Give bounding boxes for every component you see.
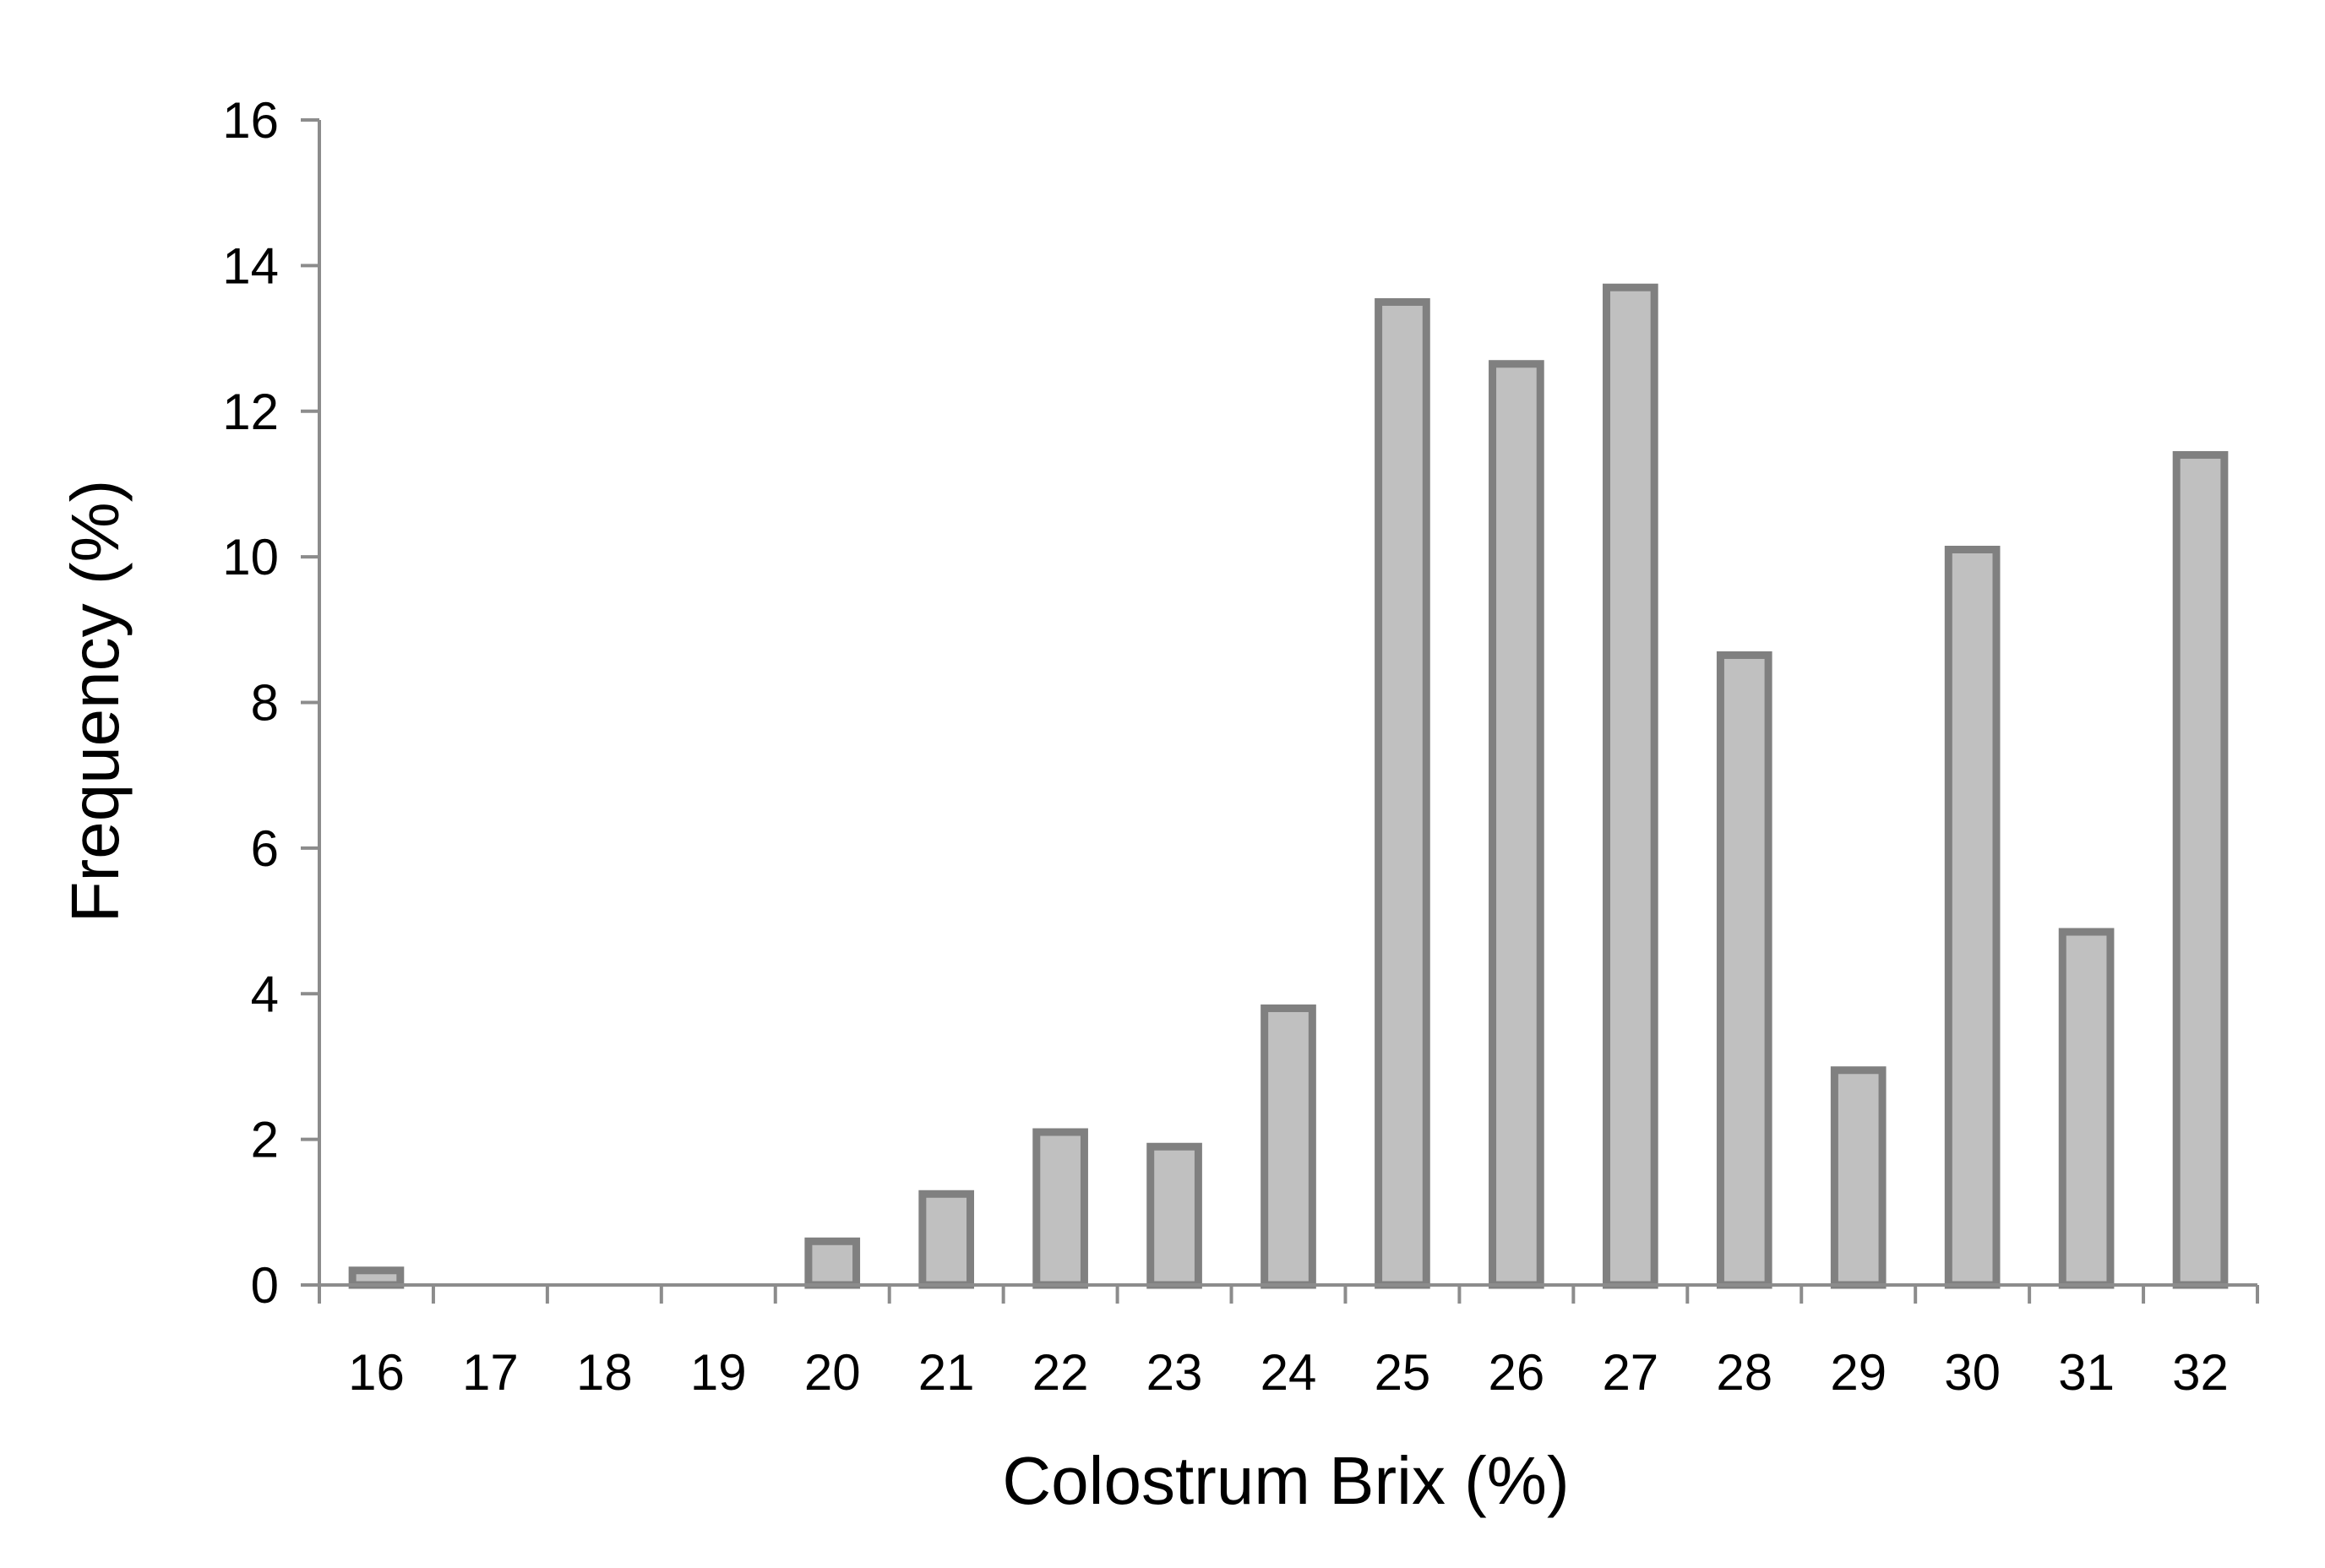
y-tick-label: 16 [222,92,279,149]
x-tick-label: 29 [1830,1344,1887,1401]
bar-26 [1489,360,1544,1289]
x-tick-label: 18 [576,1344,633,1401]
x-tick-label: 32 [2172,1344,2229,1401]
bar-23 [1146,1142,1202,1289]
x-tick-label: 20 [804,1344,861,1401]
x-tick-label: 26 [1489,1344,1545,1401]
axes-layer [301,118,2259,1304]
x-tick-label: 30 [1944,1344,2001,1401]
bar-31 [2058,928,2115,1289]
x-tick-label: 28 [1716,1344,1772,1401]
x-tick-label: 23 [1146,1344,1203,1401]
y-axis-title: Frequency (%) [57,480,133,923]
y-tick-label: 6 [251,820,279,877]
y-tick-label: 4 [251,966,279,1022]
x-tick-label: 22 [1032,1344,1089,1401]
bar-27 [1602,283,1658,1289]
y-tick-label: 0 [251,1257,279,1314]
x-tick-label: 19 [690,1344,747,1401]
x-tick-label: 27 [1602,1344,1658,1401]
bar-32 [2172,450,2229,1289]
bar-22 [1032,1128,1088,1289]
x-tick-label: 31 [2058,1344,2115,1401]
x-tick-label: 16 [348,1344,405,1401]
y-tick-label: 2 [251,1112,279,1168]
bars-layer [348,283,2229,1289]
x-tick-label: 17 [462,1344,519,1401]
bar-29 [1830,1066,1887,1289]
bar-28 [1716,651,1772,1289]
y-tick-label: 10 [222,529,279,585]
y-tick-label: 8 [251,675,279,732]
bar-21 [918,1190,975,1289]
bar-16 [348,1266,405,1289]
y-tick-label: 12 [222,384,279,440]
bar-24 [1261,1004,1316,1289]
bar-25 [1375,297,1430,1289]
y-tick-label: 14 [222,237,279,294]
x-tick-label: 24 [1261,1344,1317,1401]
x-tick-label: 21 [918,1344,975,1401]
x-tick-label: 25 [1375,1344,1431,1401]
bar-30 [1944,546,2001,1289]
x-axis-title: Colostrum Brix (%) [1002,1443,1569,1518]
bar-20 [804,1237,861,1289]
